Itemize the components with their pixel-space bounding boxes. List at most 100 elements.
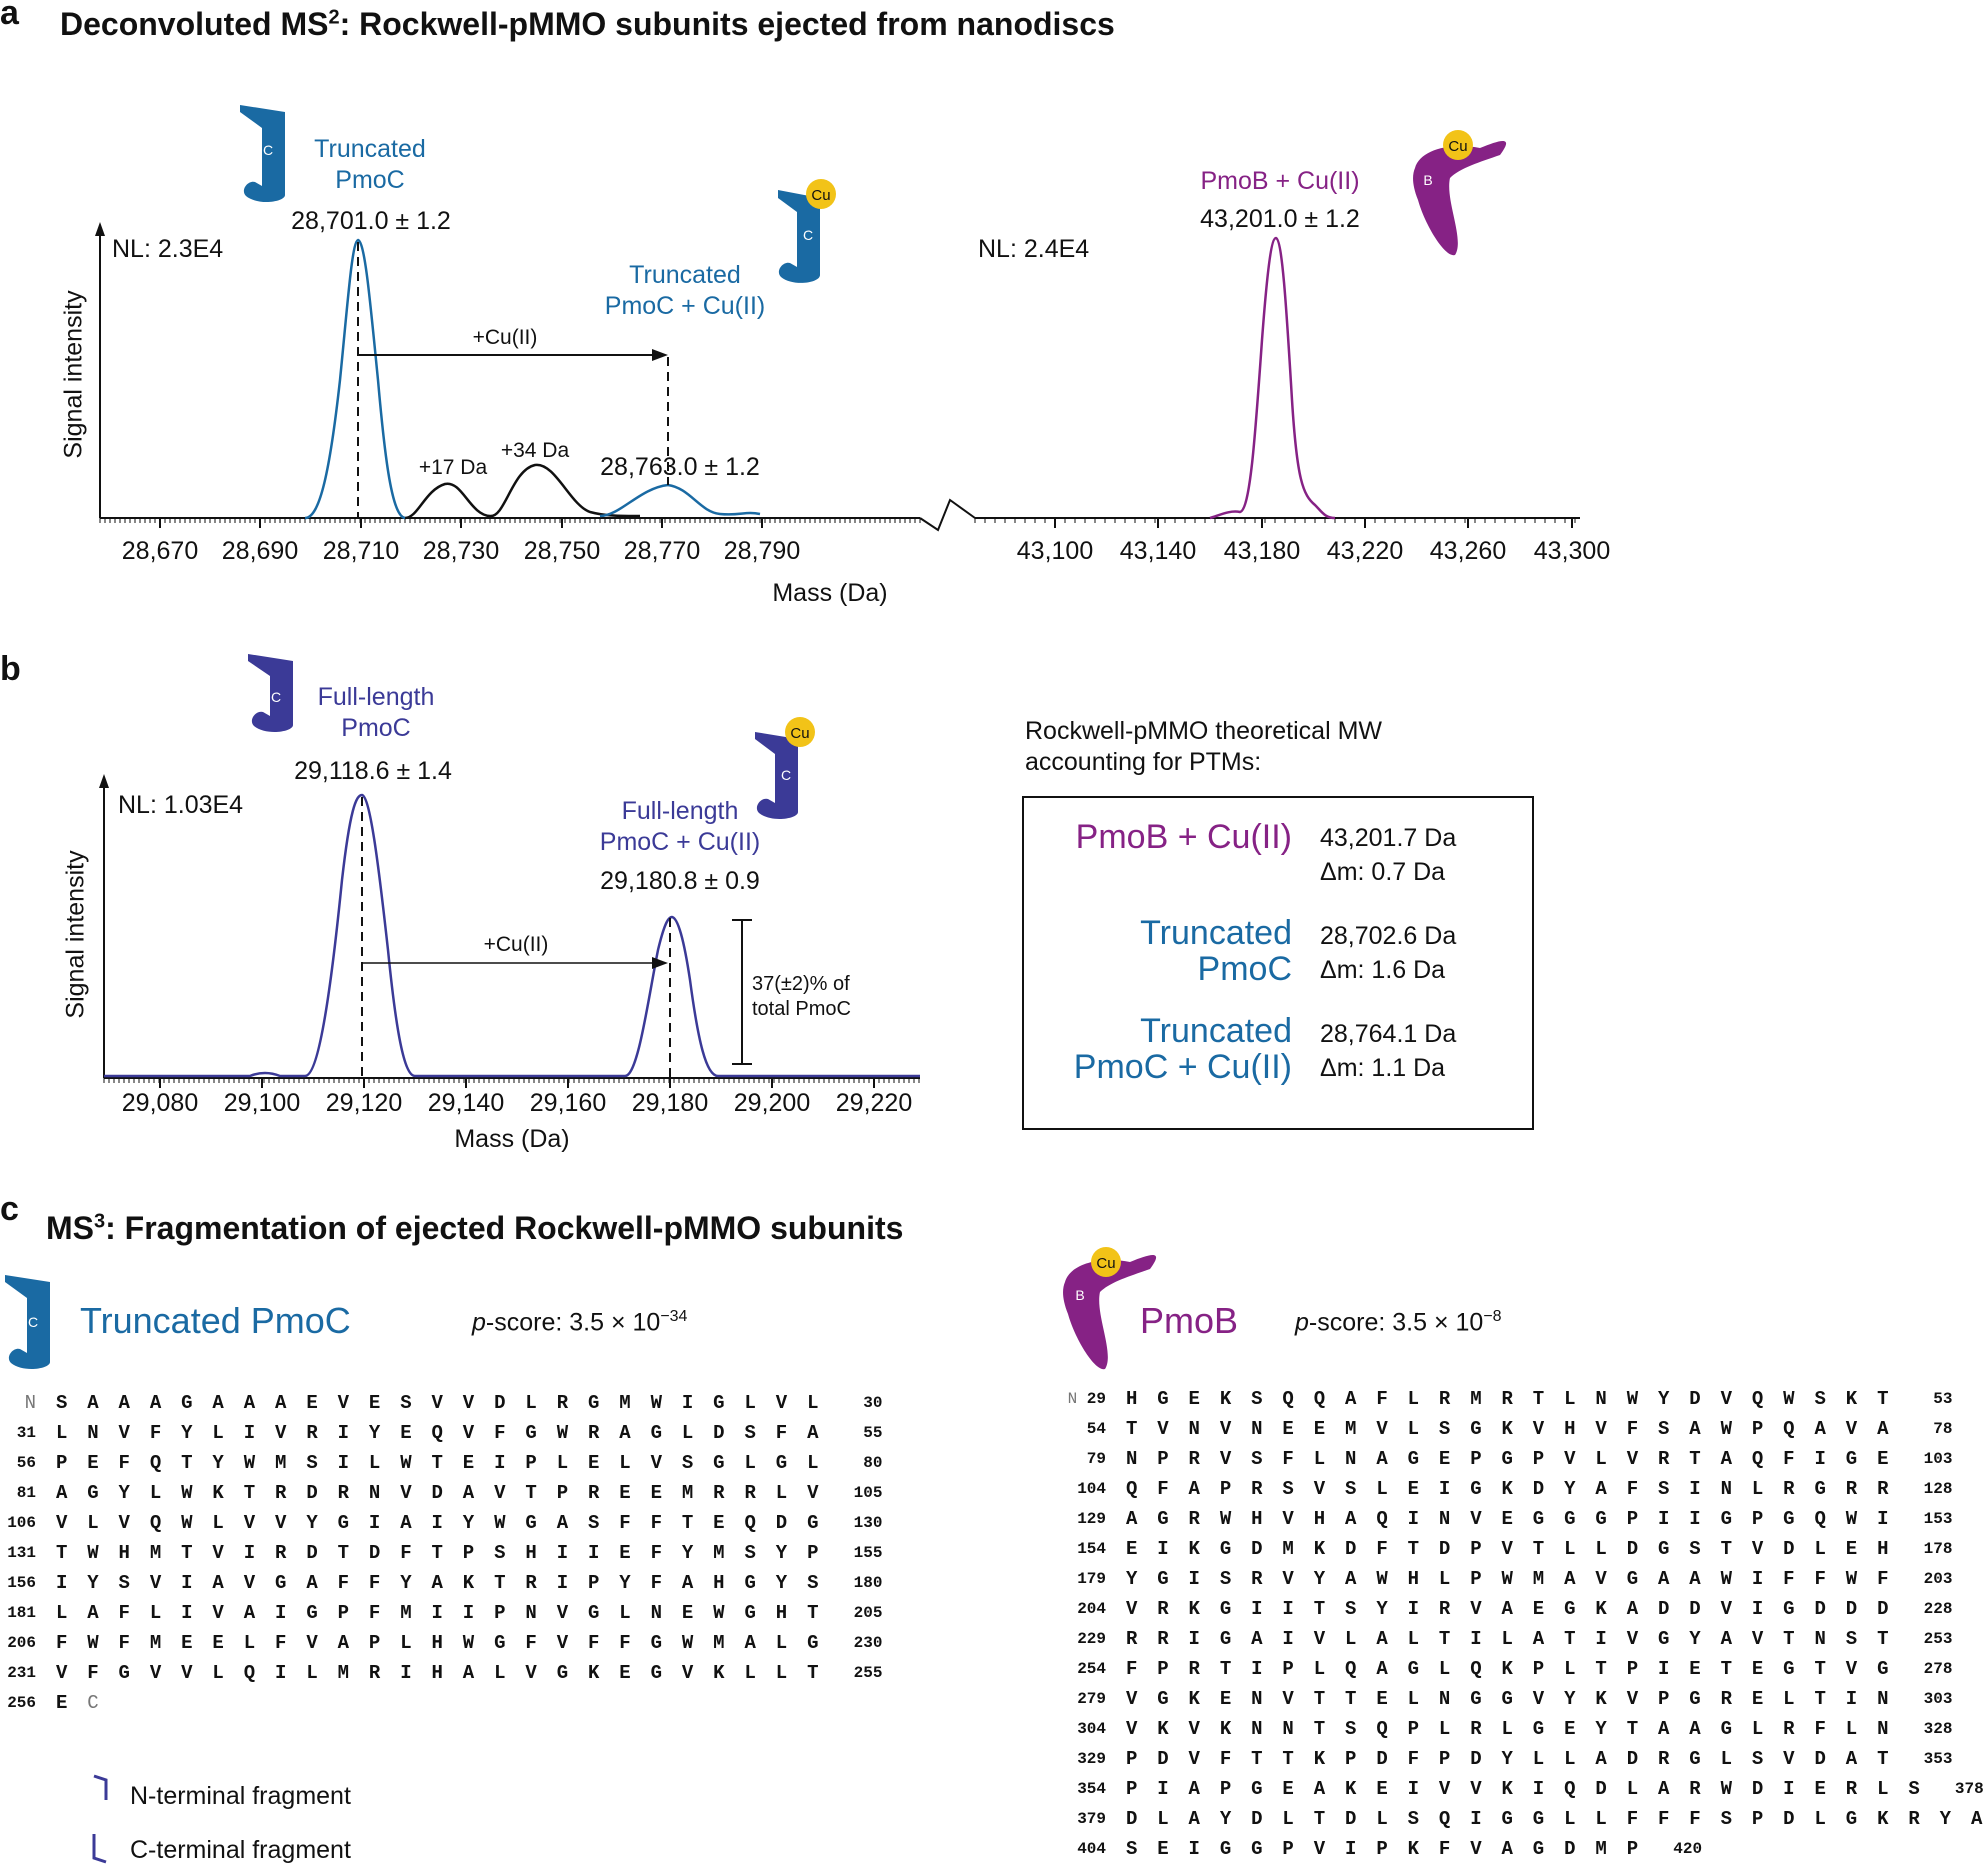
sequence-end-number: 420 (1673, 1840, 1703, 1858)
panel-a-title-rest: : Rockwell-pMMO subunits ejected from na… (339, 6, 1115, 42)
sequence-start-number: N 29 (1067, 1390, 1106, 1408)
sequence-end-number: 278 (1923, 1660, 1953, 1678)
panel-a-title: Deconvoluted MS2: Rockwell-pMMO subunits… (60, 6, 1115, 43)
panel-a-xlabel: Mass (Da) (772, 579, 888, 607)
sequence-row: 179 Y G I S R V Y A W H L P W M A V G A A W I F F W F 203 (1056, 1564, 1987, 1594)
tick-label: 43,100 (1016, 537, 1094, 565)
tick-label: 29,100 (223, 1089, 301, 1117)
panel-c-title-main: MS (46, 1210, 94, 1246)
pmoc-cu-icon-a: Cu C (778, 179, 836, 283)
n-terminus-marker: N (1067, 1390, 1087, 1408)
sequence-row: 329 P D V F T T K P D F P D Y L L A D R G L S V D A T 353 (1056, 1744, 1987, 1774)
sequence-end-number: 105 (853, 1484, 883, 1502)
svg-text:C: C (271, 689, 281, 705)
sequence-start-number: 131 (7, 1544, 36, 1562)
sequence-end-number: 153 (1923, 1510, 1953, 1528)
sequence-row: 354 P I A P G E A K E I V V K I Q D L A R W D I E R L S 378 (1056, 1774, 1987, 1804)
pmob-sequence: N 29 H G E K S Q Q A F L R M R T L N W Y D V Q W S K T 53 54 T V N V N E E… (1056, 1384, 1987, 1864)
sequence-row: 279 V G K E N V T T E L N G G V Y K V P G R E L T I N 303 (1056, 1684, 1987, 1714)
sequence-row: 156 I Y S V I A V G A F F Y A K T R I P Y F A H G Y S 180 (0, 1568, 882, 1598)
pscore-text: -score: 3.5 × 10 (1308, 1308, 1484, 1337)
pscore-text: -score: 3.5 × 10 (485, 1308, 661, 1337)
copper-icon (785, 717, 815, 747)
table-row-name-line2: PmoC + Cu(II) (1073, 1047, 1292, 1086)
table-row-name-line2: PmoC (1197, 949, 1292, 988)
nl-left: NL: 2.3E4 (112, 235, 224, 263)
sequence-row: 56 P E F Q T Y W M S I L W T E I P L E L V S G L G L 80 (0, 1448, 883, 1478)
peak2-label: Truncated PmoC + Cu(II) (570, 260, 800, 323)
copper-icon (806, 179, 836, 209)
legend-markers (92, 1774, 108, 1864)
pmob-pscore: p-score: 3.5 × 10−8 (1295, 1308, 1502, 1337)
tick-label: 43,300 (1533, 537, 1611, 565)
tick-label: 28,790 (723, 537, 801, 565)
p-italic: p (472, 1308, 486, 1337)
peak-b2-label: Full-length PmoC + Cu(II) (570, 796, 790, 859)
table-row-name-line1: Truncated (1140, 1012, 1292, 1050)
tick-label: 29,140 (427, 1089, 505, 1117)
pmoc-icon-a1: C (240, 105, 285, 203)
n-terminal-fragment-icon (93, 1774, 108, 1800)
peak1-label-line1: Truncated (314, 135, 426, 163)
sequence-start-number: 56 (16, 1454, 36, 1472)
peak3-mass: 43,201.0 ± 1.2 (1200, 205, 1360, 233)
pmob-name: PmoB (1140, 1300, 1239, 1341)
peak1-label-line2: PmoC (335, 166, 405, 195)
sequence-row: 154 E I K G D M K D F T D P V T L L D G S T V D L E H 178 (1056, 1534, 1987, 1564)
sequence-end-number: 205 (853, 1604, 883, 1622)
pmoc-name: Truncated PmoC (80, 1300, 351, 1341)
sequence-end-number: 353 (1923, 1750, 1953, 1768)
adduct-34: +34 Da (500, 439, 570, 462)
p-italic: p (1295, 1308, 1309, 1337)
sequence-end-number: 378 (1954, 1780, 1984, 1798)
sequence-start-number: 31 (16, 1424, 36, 1442)
copper-icon (1091, 1247, 1121, 1277)
sequence-start-number: 231 (7, 1664, 36, 1682)
panel-a-ylabel: Signal intensity (59, 290, 88, 459)
sequence-start-number: 204 (1077, 1600, 1106, 1618)
copper-icon (1443, 130, 1473, 160)
nl-b: NL: 1.03E4 (118, 791, 244, 819)
panel-c-icons: C Cu B (5, 1247, 1157, 1370)
svg-text:Cu: Cu (1096, 1255, 1115, 1272)
tick-label: 28,710 (322, 537, 400, 565)
fraction-line1: 37(±2)% of (752, 973, 850, 995)
sequence-row: 181 L A F L I V A I G P F M I I P N V G L N E W G H T 205 (0, 1598, 882, 1628)
sequence-row: 206 F W F M E E L F V A P L H W G F V F F G W M A L G 230 (0, 1628, 882, 1658)
panel-c-title-rest: : Fragmentation of ejected Rockwell-pMMO… (105, 1210, 904, 1246)
svg-text:C: C (263, 142, 273, 158)
sequence-end-number: 128 (1923, 1480, 1953, 1498)
sequence-row: N S A A A G A A A E V E S V V D L R G M W I G L V L 30 (0, 1388, 883, 1418)
panel-c-letter: c (0, 1190, 19, 1228)
table-row-mass: 43,201.7 Da (1320, 824, 1457, 852)
peak-b1-mass: 29,118.6 ± 1.4 (294, 757, 452, 785)
pmoc-icon-b1: C (248, 654, 293, 733)
tick-label: 43,180 (1223, 537, 1301, 565)
sequence-start-number: 254 (1077, 1660, 1106, 1678)
pscore-exp: −8 (1483, 1308, 1502, 1325)
tick-label: 29,080 (121, 1089, 199, 1117)
arrow-label-b: +Cu(II) (483, 933, 549, 956)
sequence-start-number: 404 (1077, 1840, 1106, 1858)
table-row-mass: 28,702.6 Da (1320, 922, 1457, 950)
sequence-start-number: 229 (1077, 1630, 1106, 1648)
sequence-row: 81 A G Y L W K T R D R N V D A V T P R E E M R R L V 105 (0, 1478, 883, 1508)
peak-truncated-pmoc-cu (599, 483, 761, 518)
peak1-mass: 28,701.0 ± 1.2 (291, 207, 451, 235)
sequence-start-number: 279 (1077, 1690, 1106, 1708)
sequence-end-number: 178 (1923, 1540, 1953, 1558)
sequence-start-number: 379 (1077, 1810, 1106, 1828)
panel-a-title-sup: 2 (328, 6, 340, 29)
